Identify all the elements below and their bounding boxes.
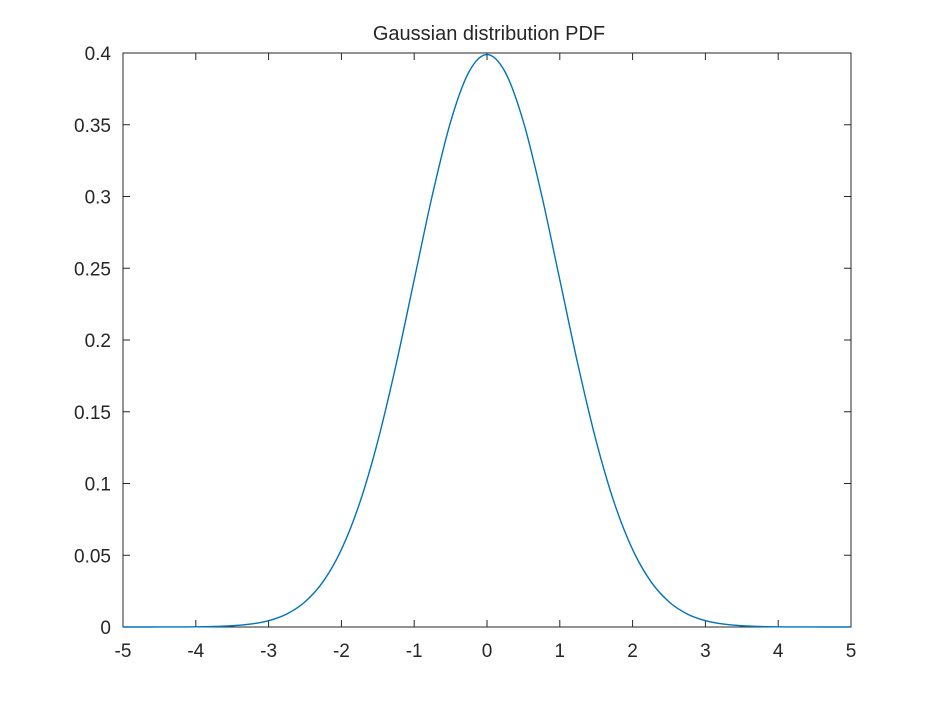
- x-tick-label: 5: [846, 641, 857, 662]
- x-tick-label: 0: [482, 641, 493, 662]
- gaussian-pdf-curve: [122, 53, 852, 628]
- x-tick-label: 2: [627, 641, 638, 662]
- y-tick-label: 0.35: [74, 116, 111, 137]
- x-tick-label: 1: [555, 641, 566, 662]
- y-tick-label: 0.05: [74, 546, 111, 567]
- chart-title: Gaussian distribution PDF: [373, 23, 605, 45]
- y-tick-label: 0.2: [85, 331, 111, 352]
- x-tick-label: -2: [333, 641, 350, 662]
- y-tick-label: 0.4: [85, 44, 112, 65]
- axes: -5 -4 -3 -2 -1 0 1 2 3 4 5 0 0.05 0.1 0.15 0.2 0.25 0.3 0.…: [74, 44, 856, 662]
- x-tick-label: 3: [700, 641, 711, 662]
- x-tick-label: -5: [115, 641, 132, 662]
- x-tick-label: -1: [406, 641, 423, 662]
- x-tick-label: 4: [773, 641, 784, 662]
- x-tick-label: -4: [187, 641, 204, 662]
- y-tick-label: 0.1: [85, 475, 111, 496]
- y-tick-label: 0.25: [74, 259, 111, 280]
- x-tick-label: -3: [260, 641, 277, 662]
- y-tick-label: 0.3: [85, 188, 111, 209]
- plot-series: [122, 53, 852, 628]
- y-tick-label: 0: [100, 618, 111, 639]
- y-tick-label: 0.15: [74, 403, 111, 424]
